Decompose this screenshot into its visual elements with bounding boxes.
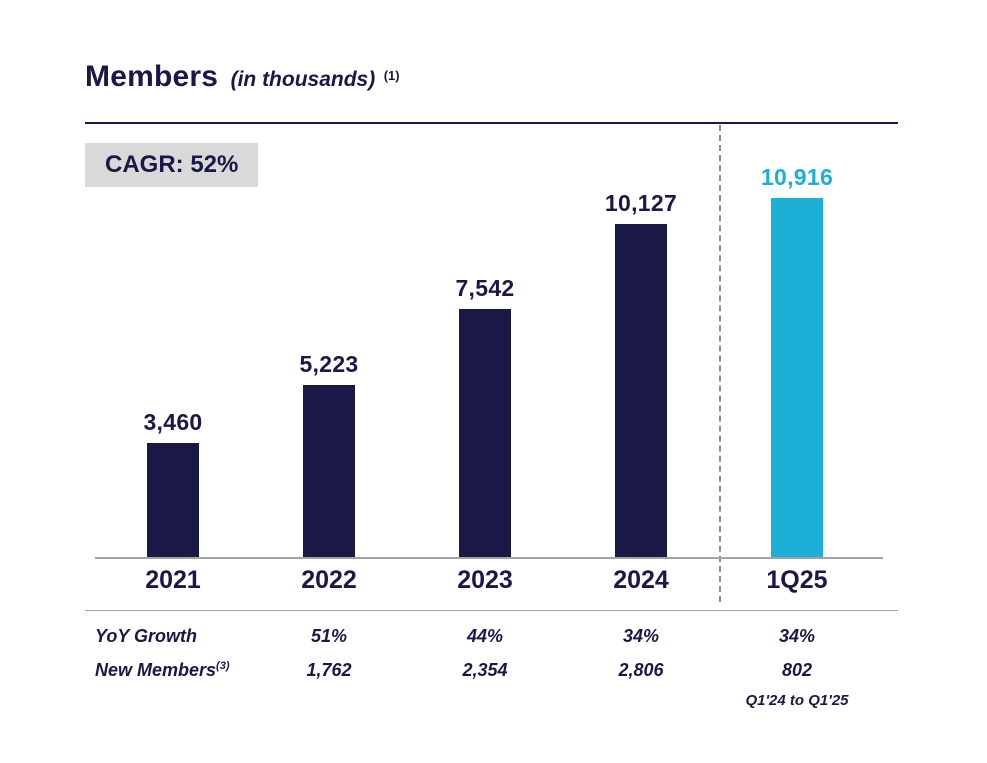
bar-value-label-2023: 7,542 <box>455 275 515 301</box>
category-label-2023: 2023 <box>457 566 513 594</box>
row-values-yoy-growth: 51% 44% 34% 34% <box>95 626 875 647</box>
row-values-new-members: 1,762 2,354 2,806 802 <box>95 660 875 681</box>
bar-value-label-2024: 10,127 <box>604 190 678 216</box>
table-divider-line <box>85 610 898 611</box>
category-row: 2021 2022 2023 2024 1Q25 <box>95 566 875 595</box>
bar-chart: 3,460 5,223 7,542 10,127 10,916 <box>95 135 875 557</box>
table-row-0: YoY Growth 51% 44% 34% 34% <box>0 626 987 652</box>
row-label-superscript: (3) <box>216 660 230 672</box>
bar-1Q25 <box>771 198 823 557</box>
cagr-badge: CAGR: 52% <box>85 143 259 187</box>
x-axis-line <box>95 557 883 559</box>
table-cell-0-2: 44% <box>466 626 504 646</box>
bar-value-label-1Q25: 10,916 <box>760 164 834 190</box>
period-footnote: Q1'24 to Q1'25 <box>745 692 849 709</box>
title-main: Members <box>85 60 219 93</box>
chart-column-1Q25: 10,916 <box>719 135 875 557</box>
chart-column-2022: 5,223 <box>251 135 407 557</box>
table-cell-1-2: 2,354 <box>462 660 508 680</box>
row-label-yoy-growth: YoY Growth <box>95 626 197 647</box>
table-cell-0-4: 34% <box>778 626 816 646</box>
bar-2024 <box>615 224 667 557</box>
table-cell-0-3: 34% <box>622 626 660 646</box>
table-cell-1-0 <box>95 660 251 681</box>
row-label-text: YoY Growth <box>95 626 198 646</box>
table-cell-0-0 <box>95 626 251 647</box>
category-label-1Q25: 1Q25 <box>766 566 828 594</box>
row-label-new-members: New Members(3) <box>95 660 230 681</box>
category-label-2022: 2022 <box>301 566 357 594</box>
table-cell-1-1: 1,762 <box>306 660 352 680</box>
bar-2021 <box>147 443 199 557</box>
table-row-1: New Members(3) 1,762 2,354 2,806 802 <box>0 660 987 686</box>
chart-column-2021: 3,460 <box>95 135 251 557</box>
row-label-text: New Members <box>95 660 217 680</box>
chart-column-2024: 10,127 <box>563 135 719 557</box>
table-cell-0-1: 51% <box>310 626 348 646</box>
category-label-2021: 2021 <box>145 566 201 594</box>
title-subtitle: (in thousands) <box>230 68 376 91</box>
category-label-2024: 2024 <box>613 566 669 594</box>
quarter-separator-line <box>719 125 721 602</box>
table-cell-1-4: 802 <box>781 660 813 680</box>
bar-2022 <box>303 385 355 557</box>
title-footnote-marker: (1) <box>383 67 400 83</box>
bar-value-label-2022: 5,223 <box>299 351 359 377</box>
page-title: Members (in thousands) (1) <box>85 60 400 94</box>
bar-2023 <box>459 309 511 557</box>
chart-column-2023: 7,542 <box>407 135 563 557</box>
title-underline <box>85 122 898 124</box>
bar-value-label-2021: 3,460 <box>143 409 203 435</box>
table-cell-1-3: 2,806 <box>618 660 664 680</box>
